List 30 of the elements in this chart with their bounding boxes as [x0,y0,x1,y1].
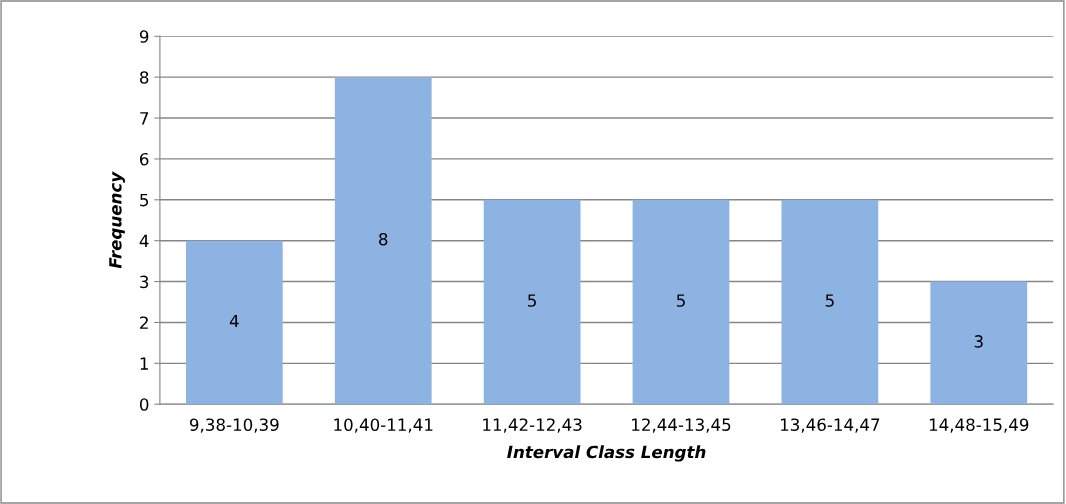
data-label: 5 [676,294,685,307]
y-tick-label: 0 [139,398,149,411]
bar [334,77,432,405]
data-label: 5 [825,294,834,307]
y-tick-label: 1 [140,357,148,370]
x-tick-label: 12,44-13,45 [632,418,731,433]
x-tick-label: 10,40-11,41 [334,418,433,433]
data-label: 4 [229,314,239,328]
bar [781,199,879,405]
bar [483,199,581,405]
bar [185,240,283,405]
y-tick-label: 4 [139,234,149,248]
y-tick-label: 9 [139,30,149,43]
data-label: 3 [974,335,983,348]
bar [930,281,1028,405]
y-tick-label: 3 [140,275,149,289]
y-tick-label: 7 [140,112,149,125]
y-tick-label: 2 [140,316,148,329]
data-label: 5 [528,294,536,307]
data-label: 8 [379,232,388,246]
y-tick-label: 6 [140,152,149,166]
y-tick-label: 8 [140,71,149,84]
x-axis-title: Interval Class Length [507,445,706,462]
y-tick-label: 5 [140,193,149,207]
x-tick-label: 9,38-10,39 [189,418,279,433]
x-tick-label: 13,46-14,47 [780,418,880,433]
bar [632,199,730,405]
x-tick-label: 14,48-15,49 [929,418,1029,433]
x-tick-label: 11,42-12,43 [483,418,582,433]
y-axis-title: Frequency [109,171,125,269]
